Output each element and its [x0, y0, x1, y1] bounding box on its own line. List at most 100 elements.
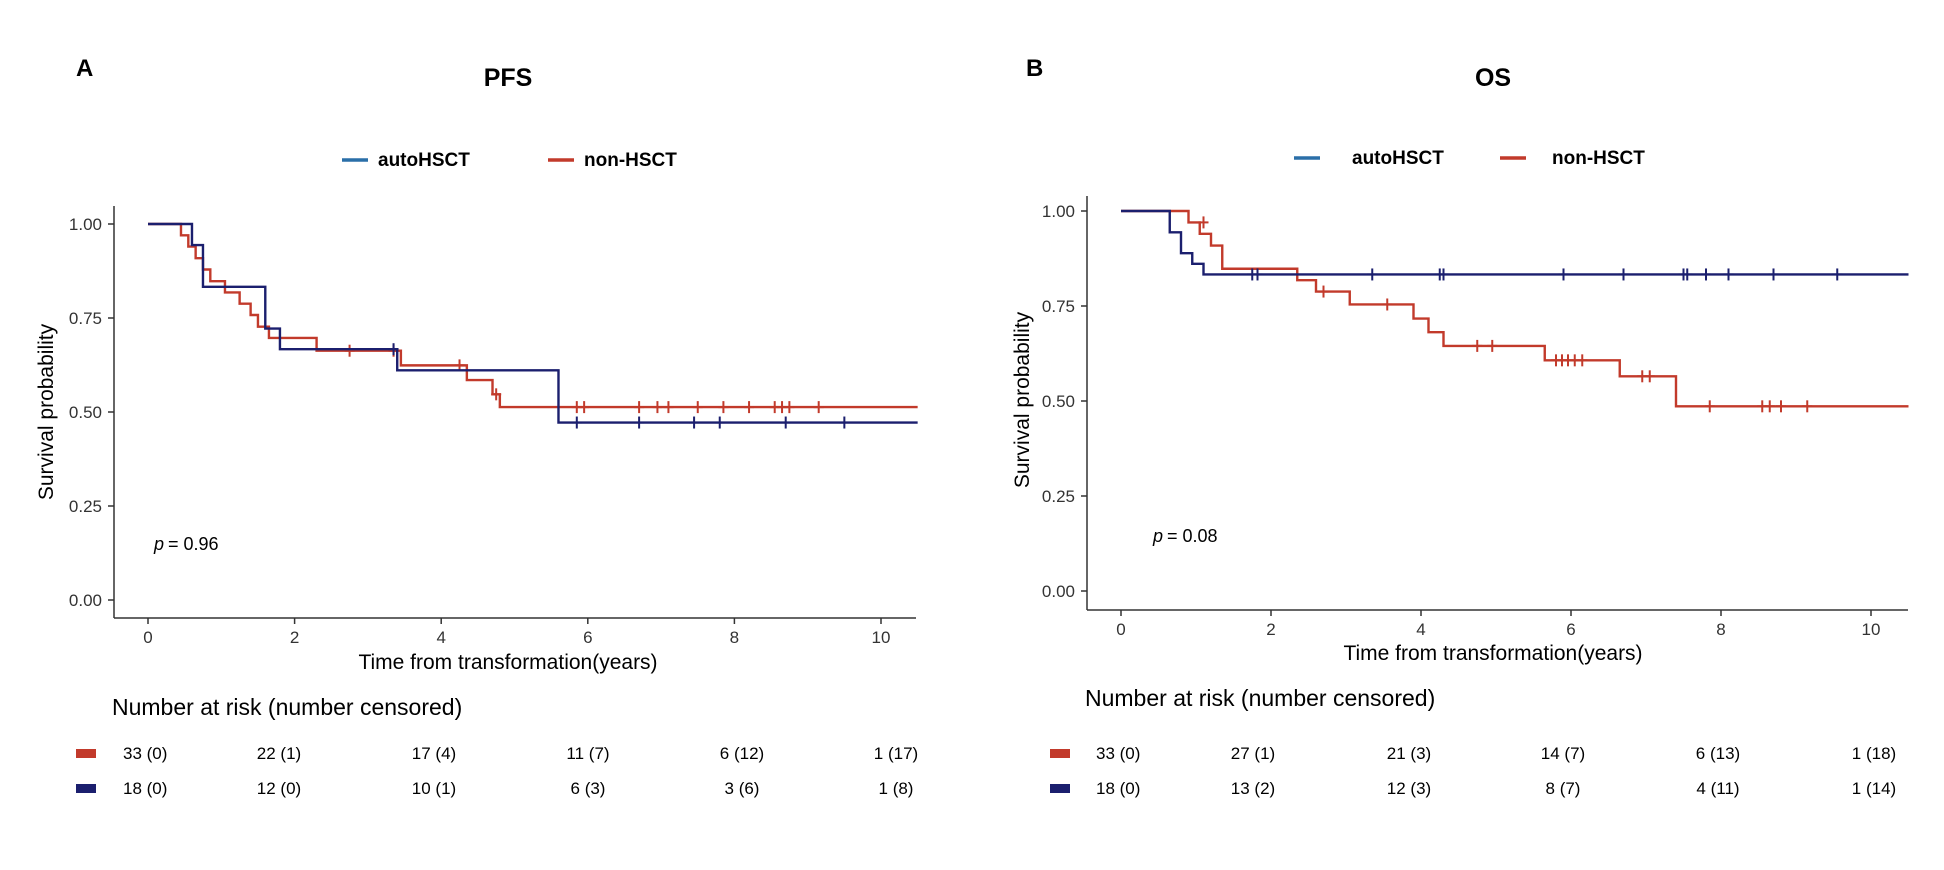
- risk-cell-autohsct: 6 (3): [571, 779, 606, 798]
- risk-cell-autohsct: 1 (8): [879, 779, 914, 798]
- y-axis-title: Survival probability: [35, 323, 58, 500]
- y-tick-label: 0.75: [1042, 297, 1075, 316]
- censor-mark: [579, 401, 590, 414]
- risk-row-swatch-nonhsct: [1050, 749, 1070, 758]
- censor-mark: [1252, 268, 1263, 281]
- y-ticks: 0.00 0.25 0.50 0.75 1.00: [69, 215, 114, 610]
- y-tick-label: 0.25: [69, 497, 102, 516]
- censor-mark: [813, 401, 824, 414]
- chart-title-pfs: PFS: [484, 64, 533, 92]
- legend-label-autohsct: autoHSCT: [1352, 148, 1444, 169]
- censor-mark: [1802, 400, 1813, 413]
- y-tick-label: 0.00: [69, 591, 102, 610]
- censor-mark: [344, 344, 355, 357]
- risk-row-swatch-autohsct: [76, 784, 96, 793]
- censor-mark: [1367, 268, 1378, 281]
- risk-cell-autohsct: 18 (0): [123, 779, 167, 798]
- x-tick-label: 4: [1416, 620, 1425, 639]
- x-axis-title: Time from transformation(years): [358, 651, 657, 674]
- series-group: [148, 222, 918, 429]
- risk-row-swatch-nonhsct: [76, 749, 96, 758]
- censor-mark: [1472, 339, 1483, 352]
- x-tick-label: 8: [730, 628, 739, 647]
- risk-cell-nonhsct: 6 (12): [720, 744, 764, 763]
- censor-mark: [1701, 268, 1711, 281]
- censor-mark: [692, 401, 703, 414]
- legend-label-autohsct: autoHSCT: [378, 150, 470, 171]
- survival-curve-autohsct: [148, 222, 918, 424]
- panel-a: A PFS autoHSCT non-HSCT 0.00 0.25 0.50 0.75…: [35, 55, 918, 798]
- y-tick-label: 0.00: [1042, 582, 1075, 601]
- y-tick-label: 1.00: [69, 215, 102, 234]
- chart-title-os: OS: [1475, 64, 1511, 92]
- censor-mark: [1776, 400, 1786, 413]
- risk-cell-autohsct: 8 (7): [1546, 779, 1581, 798]
- legend: autoHSCT non-HSCT: [342, 150, 677, 171]
- censor-mark: [744, 401, 755, 414]
- risk-cell-nonhsct: 17 (4): [412, 744, 456, 763]
- risk-cell-nonhsct: 1 (17): [874, 744, 918, 763]
- x-tick-label: 10: [1862, 620, 1881, 639]
- risk-cell-autohsct: 4 (11): [1696, 779, 1739, 798]
- censor-mark: [1558, 268, 1569, 281]
- censor-mark: [784, 401, 795, 414]
- y-tick-label: 1.00: [1042, 202, 1075, 221]
- survival-curve-nonhsct: [1121, 209, 1909, 408]
- risk-cell-autohsct: 10 (1): [412, 779, 456, 798]
- censor-mark: [491, 388, 502, 401]
- p-value-annotation: p = 0.08: [1152, 526, 1218, 546]
- series-group: [1121, 209, 1909, 413]
- risk-cell-autohsct: 12 (0): [257, 779, 301, 798]
- censor-mark: [388, 343, 399, 356]
- risk-cell-autohsct: 3 (6): [725, 779, 760, 798]
- x-tick-label: 10: [872, 628, 891, 647]
- p-symbol: p: [1152, 526, 1163, 546]
- risk-cell-autohsct: 1 (14): [1852, 779, 1896, 798]
- censor-mark: [1764, 400, 1775, 413]
- risk-cell-autohsct: 13 (2): [1231, 779, 1275, 798]
- censor-mark: [1577, 354, 1588, 367]
- y-tick-label: 0.75: [69, 309, 102, 328]
- risk-cell-nonhsct: 11 (7): [566, 744, 609, 763]
- p-value: = 0.96: [168, 534, 219, 554]
- survival-curve-autohsct: [1121, 209, 1909, 276]
- censor-mark: [780, 416, 791, 429]
- censor-mark: [1723, 268, 1734, 281]
- censor-mark: [1704, 400, 1715, 413]
- censor-mark: [1644, 370, 1655, 383]
- p-value-annotation: p = 0.96: [153, 534, 219, 554]
- censor-mark: [689, 416, 700, 429]
- x-tick-label: 6: [583, 628, 592, 647]
- censor-mark: [634, 401, 645, 414]
- risk-cell-autohsct: 12 (3): [1387, 779, 1431, 798]
- x-ticks: 0 2 4 6 8 10: [1116, 610, 1880, 639]
- y-tick-label: 0.50: [1042, 392, 1075, 411]
- x-tick-label: 0: [143, 628, 152, 647]
- risk-cell-nonhsct: 33 (0): [1096, 744, 1140, 763]
- panel-letter-a: A: [76, 55, 93, 82]
- censor-mark: [1487, 339, 1498, 352]
- risk-cell-nonhsct: 27 (1): [1231, 744, 1275, 763]
- x-ticks: 0 2 4 6 8 10: [143, 618, 890, 647]
- y-tick-label: 0.50: [69, 403, 102, 422]
- censor-mark: [1618, 268, 1629, 281]
- censor-mark: [1438, 268, 1449, 281]
- x-tick-label: 8: [1716, 620, 1725, 639]
- censor-mark: [714, 416, 725, 429]
- x-tick-label: 4: [436, 628, 445, 647]
- legend-label-nonhsct: non-HSCT: [584, 150, 677, 171]
- censor-mark: [652, 401, 663, 414]
- x-tick-label: 2: [1266, 620, 1275, 639]
- censor-mark: [839, 416, 850, 429]
- p-value: = 0.08: [1167, 526, 1218, 546]
- legend-label-nonhsct: non-HSCT: [1552, 148, 1645, 169]
- censor-mark: [1382, 298, 1393, 311]
- censor-mark: [1198, 216, 1209, 229]
- p-symbol: p: [153, 534, 164, 554]
- y-ticks: 0.00 0.25 0.50 0.75 1.00: [1042, 202, 1087, 601]
- x-tick-label: 2: [290, 628, 299, 647]
- risk-table-title: Number at risk (number censored): [112, 694, 462, 720]
- censor-mark: [663, 401, 674, 414]
- censor-mark: [1832, 268, 1843, 281]
